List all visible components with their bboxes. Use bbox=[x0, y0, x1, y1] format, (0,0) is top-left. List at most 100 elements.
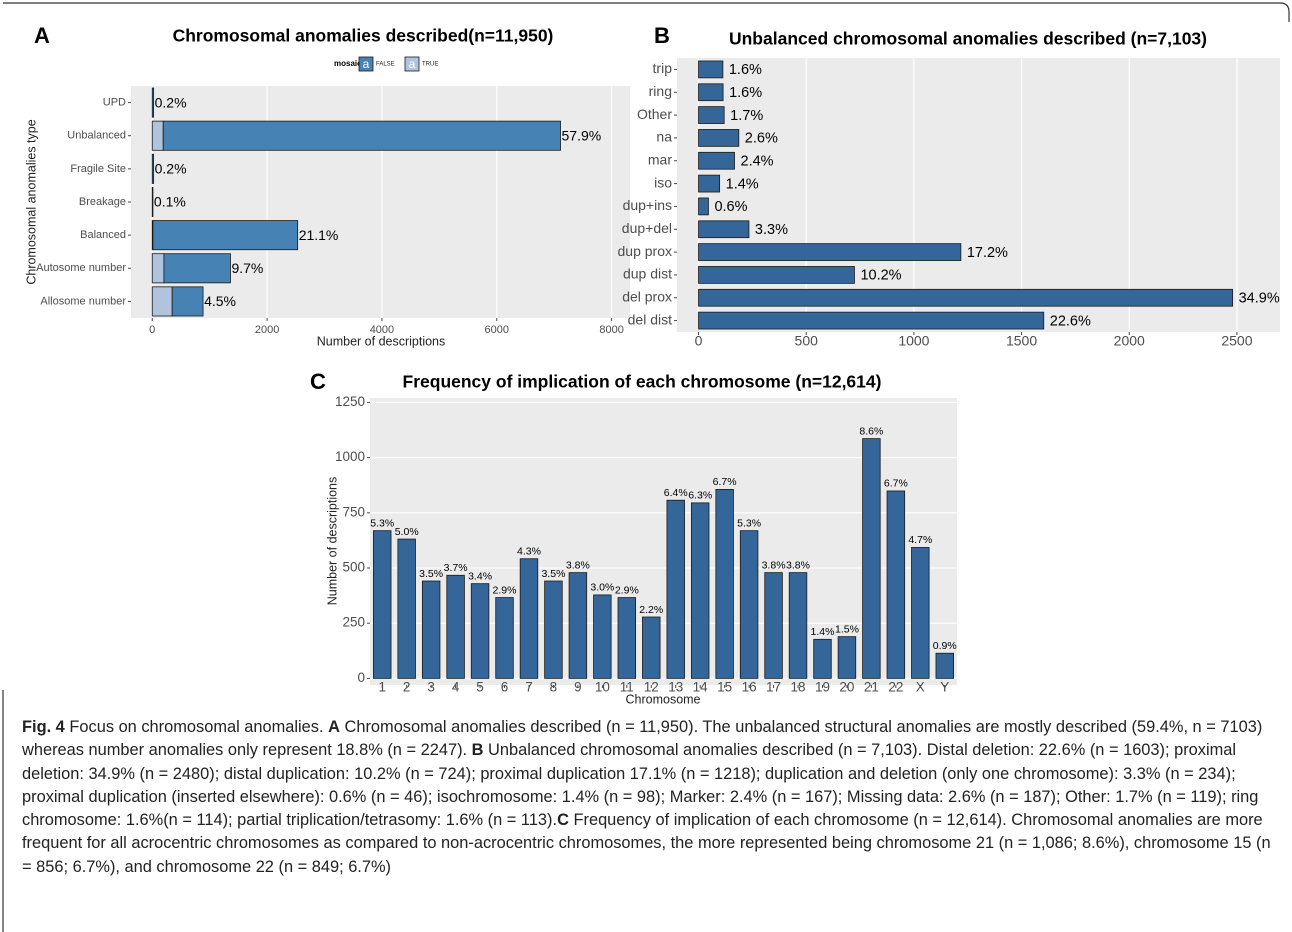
x-tick-label: 500 bbox=[795, 333, 819, 349]
bar-segment bbox=[163, 253, 231, 284]
bar bbox=[698, 197, 709, 216]
value-label: 4.5% bbox=[204, 293, 236, 309]
caption-panel-label: C bbox=[557, 811, 569, 830]
value-label: 3.5% bbox=[419, 568, 443, 580]
y-tick-label: dup dist bbox=[623, 266, 672, 282]
bar bbox=[690, 502, 710, 679]
value-label: 10.2% bbox=[860, 268, 901, 284]
bar bbox=[698, 243, 962, 261]
x-tick-label: 22 bbox=[888, 680, 903, 695]
value-label: 3.7% bbox=[444, 562, 468, 574]
caption-text: Chromosomal anomalies described (n = 11,… bbox=[22, 718, 1263, 760]
x-tick-label: 2000 bbox=[1114, 333, 1145, 349]
y-tick-label: Balanced bbox=[80, 229, 126, 241]
legend-key bbox=[358, 56, 374, 72]
bar bbox=[698, 151, 735, 170]
bar bbox=[421, 580, 441, 679]
bar bbox=[715, 488, 734, 679]
x-tick-label: 16 bbox=[742, 680, 757, 695]
x-tick-label: 10 bbox=[595, 680, 610, 695]
panel-label: A bbox=[34, 23, 50, 48]
x-tick-label: 9 bbox=[574, 680, 582, 695]
chart-title: Unbalanced chromosomal anomalies describ… bbox=[729, 29, 1207, 49]
bar bbox=[544, 580, 563, 679]
caption: Fig. 4 Focus on chromosomal anomalies. A… bbox=[22, 716, 1280, 879]
y-axis-title: Number of descriptions bbox=[325, 477, 339, 606]
bar-segment bbox=[151, 153, 155, 184]
legend-title: mosaic bbox=[334, 59, 362, 68]
value-label: 1.6% bbox=[729, 85, 762, 101]
bar bbox=[470, 583, 490, 679]
bar bbox=[698, 311, 1045, 330]
value-label: 6.3% bbox=[688, 490, 712, 502]
y-tick-label: dup prox bbox=[618, 243, 672, 259]
chart-title: Chromosomal anomalies described(n=11,950… bbox=[173, 26, 554, 46]
bar bbox=[698, 220, 750, 239]
caption-intro: Focus on chromosomal anomalies. bbox=[69, 718, 324, 736]
x-tick-label: 17 bbox=[766, 680, 781, 695]
value-label: 3.0% bbox=[590, 582, 614, 594]
y-tick-label: mar bbox=[648, 151, 672, 167]
x-tick-label: 5 bbox=[476, 680, 484, 695]
x-tick-label: 7 bbox=[525, 680, 533, 695]
y-tick-label: 1000 bbox=[335, 449, 365, 464]
bar bbox=[788, 572, 808, 679]
x-tick-label: X bbox=[916, 680, 925, 695]
bar-segment bbox=[151, 253, 165, 284]
y-tick-label: Unbalanced bbox=[67, 130, 126, 142]
x-tick-label: 14 bbox=[693, 680, 709, 695]
x-tick-label: 6000 bbox=[485, 324, 509, 336]
bar bbox=[698, 106, 725, 124]
value-label: 8.6% bbox=[859, 425, 883, 437]
bar bbox=[698, 83, 724, 102]
value-label: 34.9% bbox=[1239, 291, 1280, 307]
bar bbox=[698, 129, 740, 147]
value-label: 6.7% bbox=[713, 476, 737, 488]
value-label: 0.9% bbox=[933, 640, 957, 652]
y-tick-label: del prox bbox=[622, 288, 672, 304]
caption-panel-label: B bbox=[471, 741, 484, 760]
y-tick-label: dup+ins bbox=[623, 197, 672, 213]
x-tick-label: Y bbox=[940, 680, 949, 695]
bar bbox=[698, 266, 855, 284]
legend-key-letter: a bbox=[363, 57, 370, 71]
y-axis-title: Chromosomal anomalies type bbox=[24, 119, 38, 284]
legend-key bbox=[404, 56, 420, 72]
y-tick-label: 0 bbox=[357, 670, 365, 685]
bar bbox=[666, 499, 685, 679]
bar bbox=[739, 530, 759, 679]
x-axis-title: Number of descriptions bbox=[317, 334, 446, 348]
bar bbox=[698, 174, 721, 193]
bar bbox=[813, 638, 832, 679]
plot-background bbox=[370, 398, 957, 685]
x-tick-label: 0 bbox=[149, 324, 155, 336]
bar bbox=[642, 616, 661, 679]
chart-title: Frequency of implication of each chromos… bbox=[403, 372, 882, 392]
x-tick-label: 1 bbox=[378, 680, 386, 695]
value-label: 21.1% bbox=[299, 227, 339, 243]
bar-segment bbox=[151, 120, 164, 151]
caption-label: Fig. 4 bbox=[22, 718, 65, 736]
y-tick-label: 500 bbox=[342, 560, 365, 575]
value-label: 6.4% bbox=[664, 487, 688, 499]
y-tick-label: iso bbox=[654, 174, 672, 190]
y-tick-label: del dist bbox=[628, 311, 672, 327]
x-axis-title: Chromosome bbox=[625, 692, 700, 706]
y-tick-label: 250 bbox=[342, 615, 365, 630]
value-label: 5.0% bbox=[395, 526, 419, 538]
bar bbox=[617, 597, 637, 679]
value-label: 0.1% bbox=[154, 194, 186, 210]
x-tick-label: 1500 bbox=[1006, 333, 1037, 349]
y-tick-label: dup+del bbox=[622, 220, 672, 236]
x-tick-label: 1000 bbox=[898, 333, 929, 349]
bar-segment bbox=[151, 187, 154, 217]
bar-segment bbox=[151, 286, 173, 317]
x-tick-label: 3 bbox=[427, 680, 435, 695]
legend-key-letter: a bbox=[409, 57, 416, 71]
value-label: 4.3% bbox=[517, 546, 541, 558]
x-tick-label: 8 bbox=[550, 680, 558, 695]
bar bbox=[373, 530, 392, 679]
bar bbox=[764, 572, 783, 679]
x-tick-label: 8000 bbox=[599, 324, 623, 336]
